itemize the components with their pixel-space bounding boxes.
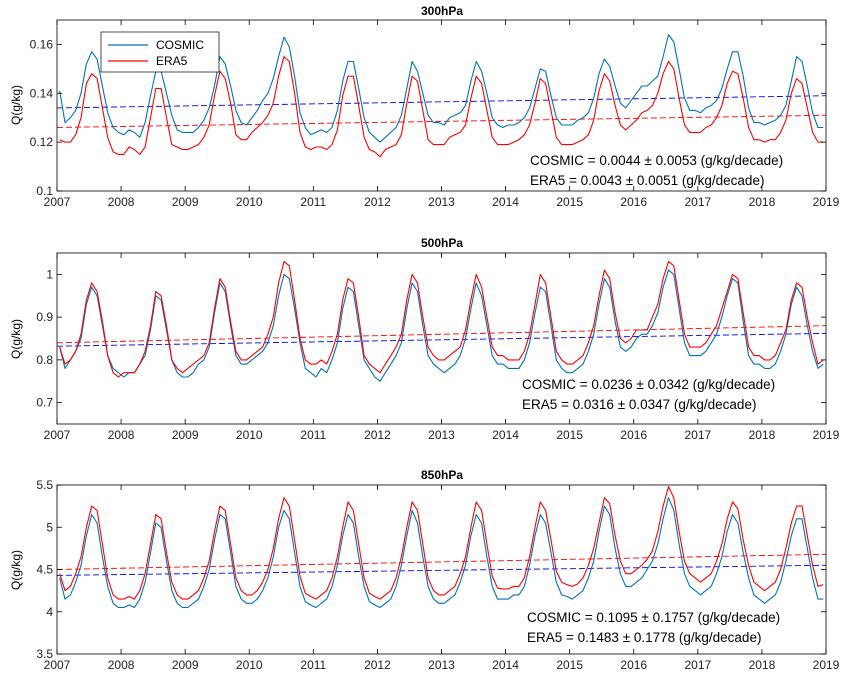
x-tick-label: 2010 [236,658,263,672]
ticks: 2007 2008 2009 2010 2011 2012 2013 2014 2015 2016… [36,253,840,442]
x-tick-label: 2014 [492,658,519,672]
x-tick-label: 2009 [172,658,199,672]
x-tick-label: 2013 [428,428,455,442]
x-tick-label: 2017 [684,195,711,209]
x-tick-label: 2012 [364,658,391,672]
legend-cosmic-label: COSMIC [156,38,204,52]
era5-series-line [59,486,824,600]
panel-500hpa: 500hPa Q(g/kg) 2007 2008 2009 2010 2011 2012 2… [9,236,840,442]
cosmic-series-line [59,497,824,609]
x-tick-label: 2012 [364,428,391,442]
x-tick-label: 2019 [813,195,840,209]
panel-title: 300hPa [421,4,463,18]
y-tick-label: 3.5 [36,647,53,661]
x-tick-label: 2019 [813,658,840,672]
x-tick-label: 2007 [44,658,71,672]
x-tick-label: 2008 [108,428,135,442]
y-tick-label: 0.12 [30,135,54,149]
x-tick-label: 2008 [108,658,135,672]
y-tick-label: 5.5 [36,478,53,492]
annotation-era5-trend: ERA5 = 0.1483 ± 0.1778 (g/kg/decade) [527,630,761,645]
x-tick-label: 2010 [236,428,263,442]
x-tick-label: 2015 [556,658,583,672]
x-tick-label: 2009 [172,428,199,442]
x-tick-label: 2009 [172,195,199,209]
x-tick-label: 2018 [749,658,776,672]
x-tick-label: 2014 [492,428,519,442]
annotation-cosmic-trend: COSMIC = 0.1095 ± 0.1757 (g/kg/decade) [527,610,780,625]
y-tick-label: 1 [46,267,53,281]
cosmic-trend-line [56,95,827,109]
x-tick-label: 2008 [108,195,135,209]
y-tick-label: 0.8 [36,353,53,367]
x-tick-label: 2015 [556,428,583,442]
y-axis-label: Q(g/kg) [9,550,23,590]
cosmic-series-line [59,269,824,382]
annotation-era5-trend: ERA5 = 0.0316 ± 0.0347 (g/kg/decade) [522,397,756,412]
y-axis-label: Q(g/kg) [9,85,23,125]
x-tick-label: 2015 [556,195,583,209]
x-tick-label: 2011 [300,658,326,672]
y-tick-label: 0.14 [30,86,54,100]
x-tick-label: 2007 [44,195,71,209]
panel-300hpa: 300hPa Q(g/kg) 2007 2008 2009 2010 2011 2012 2… [9,4,840,209]
x-tick-label: 2013 [428,195,455,209]
ticks: 2007 2008 2009 2010 2011 2012 2013 2014 2015 2016… [36,478,839,672]
panel-title: 500hPa [421,236,463,250]
era5-trend-line [56,325,827,344]
plot-area [56,261,827,382]
y-tick-label: 4 [46,605,53,619]
annotation-era5-trend: ERA5 = 0.0043 ± 0.0051 (g/kg/decade) [530,173,764,188]
era5-series-line [59,261,824,378]
cosmic-trend-line [56,564,827,576]
x-tick-label: 2018 [749,428,776,442]
x-tick-label: 2016 [620,658,647,672]
annotation-cosmic-trend: COSMIC = 0.0236 ± 0.0342 (g/kg/decade) [522,377,775,392]
x-tick-label: 2011 [300,428,326,442]
y-tick-label: 5 [46,520,53,534]
x-tick-label: 2017 [684,428,711,442]
era5-trend-line [56,114,827,128]
legend: COSMIC ERA5 [100,31,220,73]
x-tick-label: 2012 [364,195,391,209]
era5-trend-line [56,553,827,570]
x-tick-label: 2013 [428,658,455,672]
y-tick-label: 0.1 [36,184,53,198]
cosmic-trend-line [56,332,827,347]
panel-850hpa: 850hPa Q(g/kg) 2007 2008 2009 2010 2011 2012 2… [9,468,840,672]
x-tick-label: 2010 [236,195,263,209]
x-tick-label: 2016 [620,195,647,209]
y-tick-label: 4.5 [36,563,53,577]
x-tick-label: 2017 [684,658,711,672]
y-tick-label: 0.16 [30,37,54,51]
cosmic-series-line [59,34,824,143]
plot-area [56,486,827,609]
y-tick-label: 0.9 [36,310,53,324]
x-tick-label: 2016 [620,428,647,442]
x-tick-label: 2019 [813,428,840,442]
legend-box [100,31,220,73]
plot-area [56,34,827,158]
x-tick-label: 2014 [492,195,519,209]
panel-title: 850hPa [421,468,463,482]
legend-era5-label: ERA5 [156,54,188,68]
x-tick-label: 2011 [300,195,326,209]
annotation-cosmic-trend: COSMIC = 0.0044 ± 0.0053 (g/kg/decade) [530,153,783,168]
x-tick-label: 2007 [44,428,71,442]
y-axis-label: Q(g/kg) [9,319,23,359]
era5-series-line [59,56,824,158]
y-tick-label: 0.7 [36,396,53,410]
x-tick-label: 2018 [749,195,776,209]
ticks: 2007 2008 2009 2010 2011 2012 2013 2014 2015 2016… [30,20,840,209]
